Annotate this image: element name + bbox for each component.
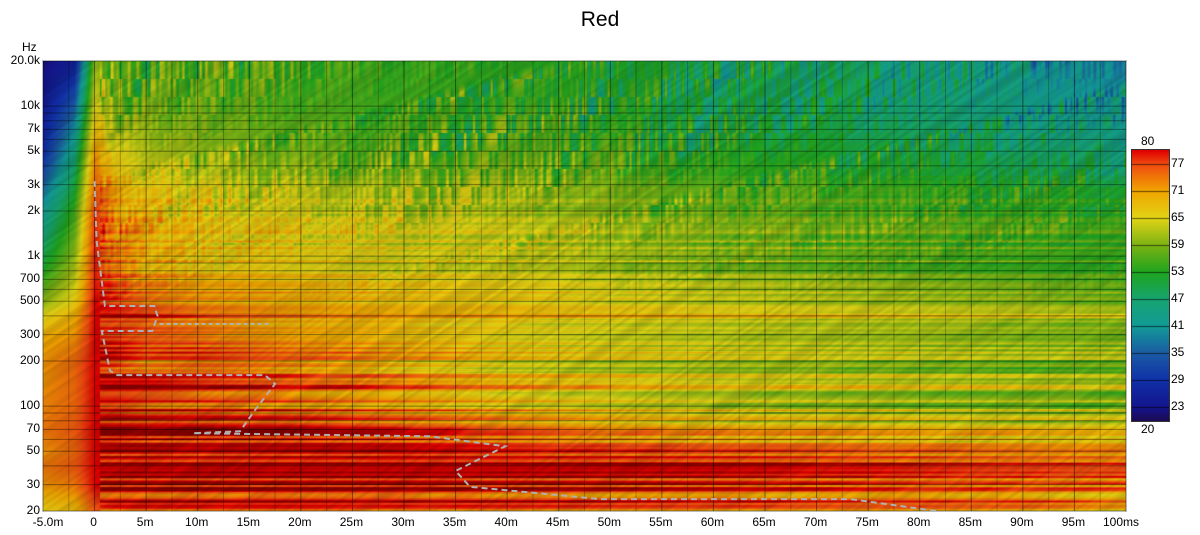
y-tick-label: 200: [19, 353, 40, 367]
y-tick-label: 50: [26, 443, 40, 458]
x-tick-label: 70m: [803, 515, 828, 529]
colorbar-tick-label: 53: [1171, 263, 1185, 278]
y-tick-label: 3k: [27, 176, 40, 191]
y-tick-label: 70: [26, 421, 40, 436]
x-tick-label: 85m: [958, 515, 982, 529]
colorbar-tick-label: 77: [1171, 155, 1185, 170]
x-tick-label: 40m: [494, 515, 518, 529]
decay-contour-line: [93, 180, 937, 511]
y-tick-label: 10k: [20, 98, 40, 113]
chart-title: Red: [580, 8, 620, 31]
colorbar-min-label: 20: [1141, 422, 1155, 436]
colorbar-tick-label: 47: [1171, 291, 1185, 306]
colorbar-tick-label: 29: [1171, 372, 1185, 387]
x-tick-label: 65m: [752, 515, 776, 529]
plot-area: [42, 60, 1127, 512]
x-tick-label: 75m: [855, 515, 879, 529]
y-tick-label: 300: [19, 326, 40, 341]
colorbar-tick-label: 23: [1171, 399, 1185, 414]
y-tick-label: 2k: [27, 203, 40, 217]
y-tick-label: 30: [26, 476, 40, 491]
colorbar-tick-label: 35: [1171, 345, 1185, 360]
x-tick-label: 25m: [339, 515, 364, 529]
colorbar: [1131, 149, 1170, 422]
colorbar-tick-label: 71: [1171, 182, 1185, 197]
x-tick-label: 20m: [288, 515, 312, 529]
y-tick-label: 20: [26, 503, 40, 517]
x-tick-label: 35m: [442, 515, 467, 529]
plot-overlay: [43, 61, 1126, 511]
x-tick-label: 80m: [907, 515, 931, 529]
y-tick-label: 100: [19, 398, 40, 413]
x-tick-label: 5m: [136, 515, 154, 529]
y-tick-label: 5k: [27, 143, 40, 158]
x-tick-label: 30m: [391, 515, 415, 529]
x-tick-label: 100ms: [1102, 515, 1140, 529]
y-tick-label: 700: [19, 271, 40, 286]
x-tick-label: 50m: [597, 515, 621, 529]
colorbar-tick-label: 59: [1171, 236, 1185, 251]
x-tick-label: 10m: [185, 515, 209, 529]
x-tick-label: 95m: [1061, 515, 1086, 529]
x-tick-label: 45m: [546, 515, 570, 529]
spectrogram-heatmap: [43, 61, 1126, 511]
x-tick-label: 15m: [236, 515, 260, 529]
x-tick-label: 55m: [649, 515, 673, 529]
y-axis-unit: Hz: [22, 40, 37, 54]
y-tick-label: 500: [19, 293, 40, 308]
y-tick-label: 20.0k: [10, 53, 40, 67]
y-tick-label: 1k: [27, 248, 40, 263]
x-tick-label: 60m: [700, 515, 725, 529]
colorbar-max-label: 80: [1141, 134, 1155, 148]
colorbar-tick-label: 65: [1171, 209, 1185, 224]
y-tick-label: 7k: [27, 121, 40, 136]
x-tick-label: -5.0m: [32, 515, 64, 529]
x-tick-label: 90m: [1010, 515, 1034, 529]
colorbar-tick-label: 41: [1171, 318, 1185, 333]
x-tick-label: 0: [90, 515, 97, 529]
